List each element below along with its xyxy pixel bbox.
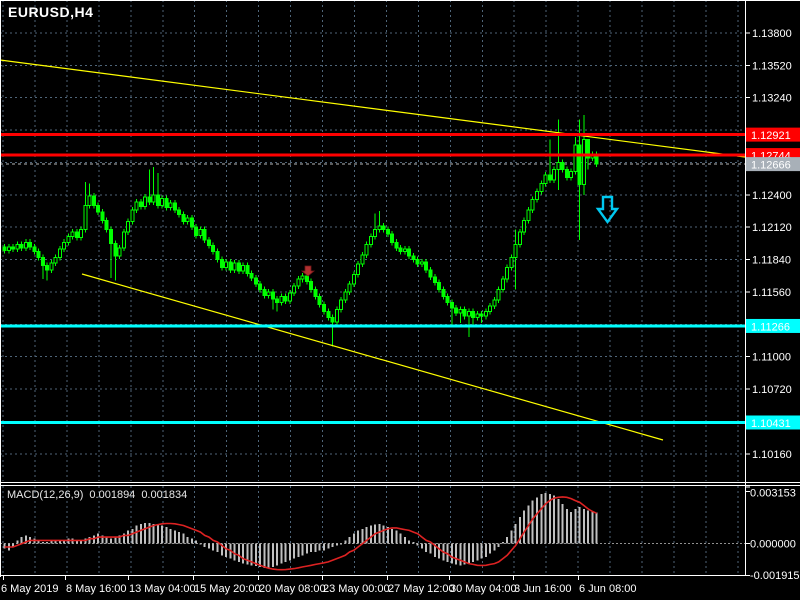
time-axis-label[interactable]: 3 Jun 16:00 bbox=[514, 583, 572, 595]
macd-signal-line bbox=[4, 496, 597, 571]
price-axis-label: 1.11000 bbox=[752, 352, 791, 364]
macd-signal-value: 0.001834 bbox=[141, 489, 188, 501]
macd-name: MACD(12,26,9) bbox=[7, 489, 84, 501]
price-axis-label: 1.13800 bbox=[752, 28, 792, 40]
price-tag-label: 1.12666 bbox=[751, 160, 791, 172]
trend-line[interactable] bbox=[0, 59, 746, 158]
macd-histogram bbox=[3, 493, 598, 568]
time-axis-label[interactable]: 27 May 12:00 bbox=[388, 583, 455, 595]
price-axis-label: 1.13520 bbox=[752, 60, 792, 72]
grid-layer bbox=[0, 0, 745, 575]
macd-axis-label: 0.003153 bbox=[750, 487, 796, 499]
price-tag-label: 1.11266 bbox=[751, 321, 790, 333]
price-axis-label: 1.12400 bbox=[752, 190, 792, 202]
price-axis-label: 1.11560 bbox=[752, 287, 791, 299]
price-tag-label: 1.12921 bbox=[751, 130, 791, 142]
macd-indicator-label: MACD(12,26,9) 0.001894 0.001834 bbox=[7, 489, 187, 501]
time-axis-label[interactable]: 13 May 04:00 bbox=[129, 583, 196, 595]
big-down-arrow-icon[interactable] bbox=[595, 195, 620, 225]
price-tag-label: 1.10431 bbox=[751, 418, 791, 430]
price-tag-box bbox=[746, 318, 800, 333]
symbol-timeframe-label: EURUSD,H4 bbox=[8, 4, 94, 20]
trend-line[interactable] bbox=[81, 273, 664, 441]
macd-axis-label: -0.001915 bbox=[750, 570, 800, 582]
price-tag-box bbox=[746, 127, 800, 142]
price-axis-label: 1.11840 bbox=[752, 255, 791, 267]
price-axis-label: 1.13240 bbox=[752, 93, 792, 105]
price-axis-label: 1.12120 bbox=[752, 222, 792, 234]
price-tag-box bbox=[746, 157, 800, 172]
time-axis-label[interactable]: 20 May 08:00 bbox=[259, 583, 326, 595]
time-axis-label[interactable]: 8 May 16:00 bbox=[66, 583, 127, 595]
time-axis-label[interactable]: 15 May 20:00 bbox=[194, 583, 261, 595]
time-axis-label[interactable]: 30 May 04:00 bbox=[450, 583, 517, 595]
price-axis-label: 1.10720 bbox=[752, 384, 792, 396]
candles-layer bbox=[2, 115, 599, 347]
time-axis-label[interactable]: 23 May 00:00 bbox=[323, 583, 390, 595]
price-tag-box bbox=[746, 415, 800, 430]
macd-main-value: 0.001894 bbox=[89, 489, 136, 501]
time-axis-label[interactable]: 6 Jun 08:00 bbox=[579, 583, 637, 595]
time-axis-label[interactable]: 6 May 2019 bbox=[1, 583, 58, 595]
axes-frame bbox=[0, 0, 800, 580]
macd-axis-label: 0.000000 bbox=[750, 539, 796, 551]
price-axis-label: 1.10160 bbox=[752, 449, 792, 461]
sell-arrow-icon[interactable] bbox=[300, 265, 316, 277]
